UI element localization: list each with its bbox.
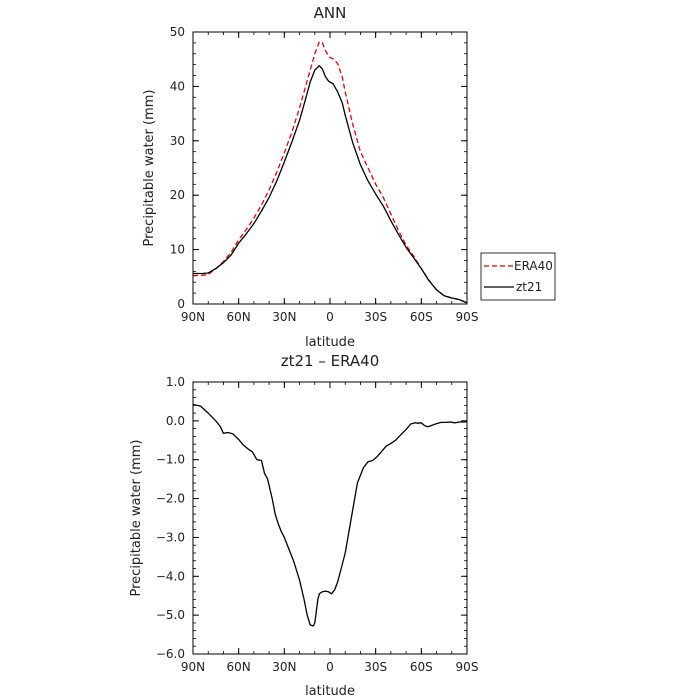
panel-top: ANN 90N 60N 30N 0 30S 60S 90S 0 10 20 30 40 50 latit… — [142, 4, 556, 350]
y-tick-label-bottom: −6.0 — [156, 647, 185, 661]
legend: ERA40 zt21 — [480, 252, 556, 301]
x-tick-label-bottom: 60S — [410, 660, 433, 674]
x-tick-label-bottom: 0 — [326, 660, 334, 674]
y-tick-label-bottom: 1.0 — [166, 375, 185, 389]
x-axis-label-top: latitude — [305, 335, 355, 350]
x-tick-label-top: 60S — [410, 310, 433, 324]
series-line-era40-top — [192, 41, 468, 304]
x-tick-label-top: 30S — [364, 310, 387, 324]
x-tick-label-top: 90N — [181, 310, 205, 324]
plot-frame-top — [192, 31, 468, 305]
legend-box — [480, 252, 556, 301]
y-tick-label-top: 0 — [177, 297, 185, 311]
y-tick-label-bottom: −5.0 — [156, 608, 185, 622]
panel-bottom: zt21 – ERA40 90N 60N 30N 0 30S 60S 90S 1.0 0.0 −1… — [129, 352, 478, 699]
x-tick-label-top: 30N — [272, 310, 296, 324]
x-tick-label-bottom: 90N — [181, 660, 205, 674]
y-tick-label-bottom: −2.0 — [156, 492, 185, 506]
y-tick-label-bottom: −3.0 — [156, 530, 185, 544]
x-tick-label-top: 90S — [456, 310, 479, 324]
y-tick-label-bottom: 0.0 — [166, 414, 185, 428]
x-tick-label-top: 0 — [326, 310, 334, 324]
y-tick-label-top: 50 — [170, 25, 185, 39]
x-tick-label-bottom: 30S — [364, 660, 387, 674]
y-tick-label-top: 10 — [170, 243, 185, 257]
plot-frame-bottom — [192, 381, 468, 655]
y-axis-label-bottom: Precipitable water (mm) — [129, 440, 144, 597]
y-tick-label-top: 20 — [170, 188, 185, 202]
series-line-difference-bottom — [192, 403, 468, 627]
chart-title-bottom: zt21 – ERA40 — [281, 352, 380, 370]
x-tick-label-bottom: 60N — [227, 660, 251, 674]
legend-label-zt21: zt21 — [516, 280, 542, 294]
chart-title-top: ANN — [314, 4, 347, 22]
legend-label-era40: ERA40 — [514, 259, 553, 273]
y-tick-label-bottom: −1.0 — [156, 453, 185, 467]
x-tick-label-bottom: 90S — [456, 660, 479, 674]
series-line-zt21-top — [193, 65, 468, 304]
x-axis-label-bottom: latitude — [305, 684, 355, 699]
x-tick-label-top: 60N — [227, 310, 251, 324]
x-tick-label-bottom: 30N — [272, 660, 296, 674]
y-axis-label-top: Precipitable water (mm) — [142, 90, 157, 247]
y-tick-label-bottom: −4.0 — [156, 569, 185, 583]
y-tick-label-top: 30 — [170, 134, 185, 148]
y-tick-label-top: 40 — [170, 79, 185, 93]
